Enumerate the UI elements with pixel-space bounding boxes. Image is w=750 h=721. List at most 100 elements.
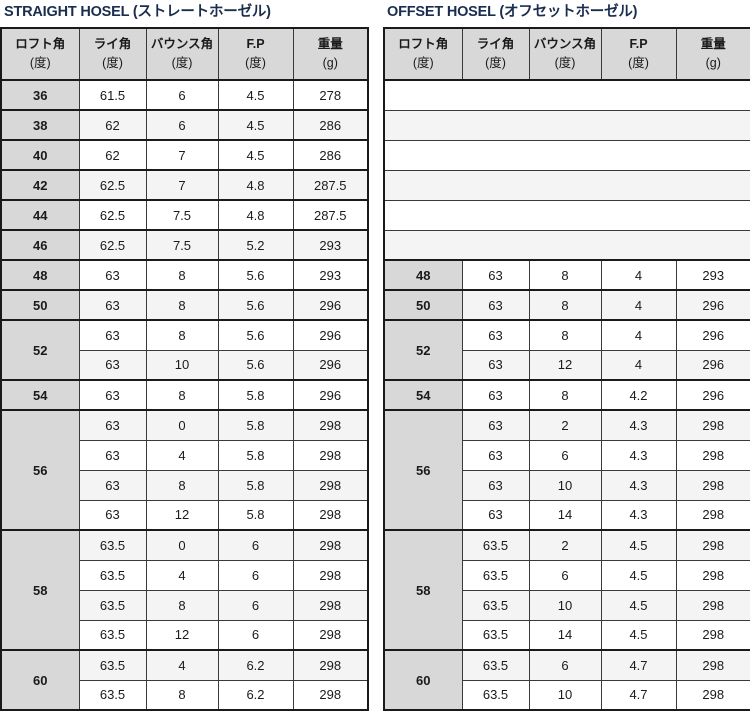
lie-cell: 61.5 — [78, 79, 147, 111]
fp-cell: 5.8 — [217, 439, 294, 471]
fp-cell: 4.8 — [217, 199, 294, 231]
weight-cell: 298 — [292, 559, 369, 591]
weight-cell: 286 — [292, 109, 369, 141]
table-row: 50 63 8 5.6 296 — [0, 289, 369, 321]
column-header-loft: ロフト角 (度) — [0, 27, 80, 81]
bounce-cell: 8 — [145, 289, 219, 321]
lie-cell: 63 — [461, 289, 530, 321]
lie-cell: 62 — [78, 109, 147, 141]
weight-cell: 298 — [292, 529, 369, 561]
bounce-cell: 2 — [528, 529, 602, 561]
offset-hosel-table: ロフト角 (度) ライ角 (度) バウンス角 (度) F.P (度) 重量 (g) 48 63 8 4 2… — [383, 27, 750, 711]
fp-cell: 4.5 — [217, 79, 294, 111]
weight-cell: 298 — [292, 409, 369, 441]
column-header-unit-bounce: (度) — [171, 56, 193, 70]
table-row: 63 10 4.3 298 — [384, 469, 750, 501]
loft-angle-cell: 50 — [0, 289, 80, 321]
table-row: 36 61.5 6 4.5 278 — [0, 79, 369, 111]
fp-cell: 5.8 — [217, 469, 294, 501]
column-header-unit-fp: (度) — [245, 56, 266, 70]
table-row: 56 63 2 4.3 298 — [383, 409, 750, 531]
table-row: 58 63.5 2 4.5 298 — [383, 529, 750, 651]
bounce-cell: 4 — [145, 559, 219, 591]
bounce-cell: 10 — [528, 679, 602, 711]
table-row: 63.5 12 6 298 — [1, 619, 369, 651]
lie-cell: 63 — [461, 379, 530, 411]
lie-cell: 63 — [461, 259, 530, 291]
lie-cell: 63 — [78, 349, 147, 381]
weight-cell: 287.5 — [292, 169, 369, 201]
fp-cell: 4.5 — [600, 559, 677, 591]
fp-cell: 4 — [600, 259, 677, 291]
column-header-weight: 重量 (g) — [292, 27, 369, 81]
weight-cell: 296 — [675, 379, 750, 411]
table-row: 63.5 14 4.5 298 — [384, 619, 750, 651]
lie-cell: 63.5 — [78, 649, 147, 681]
loft-angle-cell: 56 — [0, 409, 80, 531]
loft-angle-cell: 54 — [0, 379, 80, 411]
column-header-unit-bounce: (度) — [554, 56, 576, 70]
bounce-cell: 10 — [528, 589, 602, 621]
column-header-weight: 重量 (g) — [675, 27, 750, 81]
empty-table-row — [383, 139, 750, 171]
table-row: 63.5 4 6 298 — [1, 559, 369, 591]
bounce-cell: 14 — [528, 499, 602, 531]
header-row: ロフト角 (度) ライ角 (度) バウンス角 (度) F.P (度) 重量 (g) — [383, 27, 750, 81]
table-row: 54 63 8 5.8 296 — [0, 379, 369, 411]
bounce-cell: 8 — [528, 319, 602, 351]
bounce-cell: 8 — [145, 319, 219, 351]
fp-cell: 4.5 — [600, 589, 677, 621]
table-row: 48 63 8 5.6 293 — [0, 259, 369, 291]
column-header-unit-fp: (度) — [628, 56, 649, 70]
table-row: 63.5 8 6.2 298 — [1, 679, 369, 711]
table-header: ロフト角 (度) ライ角 (度) バウンス角 (度) F.P (度) 重量 (g) — [0, 27, 369, 81]
lie-cell: 63 — [78, 289, 147, 321]
fp-cell: 6 — [217, 529, 294, 561]
weight-cell: 298 — [675, 499, 750, 531]
column-header-unit-weight: (g) — [705, 56, 721, 70]
bounce-cell: 6 — [528, 439, 602, 471]
empty-cell — [383, 79, 750, 111]
loft-angle-cell: 60 — [0, 649, 80, 711]
table-row: 60 63.5 4 6.2 298 — [0, 649, 369, 711]
weight-cell: 298 — [675, 409, 750, 441]
fp-cell: 5.6 — [217, 349, 294, 381]
lie-cell: 63 — [78, 499, 147, 531]
fp-cell: 5.8 — [217, 499, 294, 531]
bounce-cell: 0 — [145, 529, 219, 561]
column-header-unit-loft: (度) — [412, 56, 434, 70]
weight-cell: 298 — [675, 649, 750, 681]
table-body: 48 63 8 4 293 50 63 8 4 296 52 63 8 4 296 63 12 4 296 54 63 8… — [383, 79, 750, 711]
lie-cell: 63.5 — [461, 589, 530, 621]
weight-cell: 298 — [675, 529, 750, 561]
lie-cell: 63 — [461, 469, 530, 501]
fp-cell: 4.7 — [600, 649, 677, 681]
lie-cell: 62 — [78, 139, 147, 171]
table-body: 36 61.5 6 4.5 278 38 62 6 4.5 286 40 62 7 4.5 286 42 62.… — [0, 79, 369, 711]
fp-cell: 4.3 — [600, 469, 677, 501]
lie-cell: 63 — [461, 439, 530, 471]
table-header: ロフト角 (度) ライ角 (度) バウンス角 (度) F.P (度) 重量 (g) — [383, 27, 750, 81]
weight-cell: 298 — [675, 679, 750, 711]
empty-table-row — [383, 199, 750, 231]
weight-cell: 298 — [292, 679, 369, 711]
loft-angle-cell: 54 — [383, 379, 463, 411]
weight-cell: 298 — [675, 589, 750, 621]
loft-angle-cell: 48 — [0, 259, 80, 291]
loft-angle-cell: 44 — [0, 199, 80, 231]
weight-cell: 298 — [292, 439, 369, 471]
table-row: 58 63.5 0 6 298 — [0, 529, 369, 651]
weight-cell: 298 — [292, 469, 369, 501]
fp-cell: 4 — [600, 349, 677, 381]
weight-cell: 298 — [292, 619, 369, 651]
bounce-cell: 12 — [145, 499, 219, 531]
bounce-cell: 6 — [528, 649, 602, 681]
table-row: 52 63 8 4 296 — [383, 319, 750, 381]
bounce-cell: 8 — [528, 289, 602, 321]
fp-cell: 5.6 — [217, 319, 294, 351]
loft-angle-cell: 38 — [0, 109, 80, 141]
column-header-unit-lie: (度) — [102, 56, 123, 70]
empty-table-row — [383, 169, 750, 201]
weight-cell: 296 — [292, 379, 369, 411]
